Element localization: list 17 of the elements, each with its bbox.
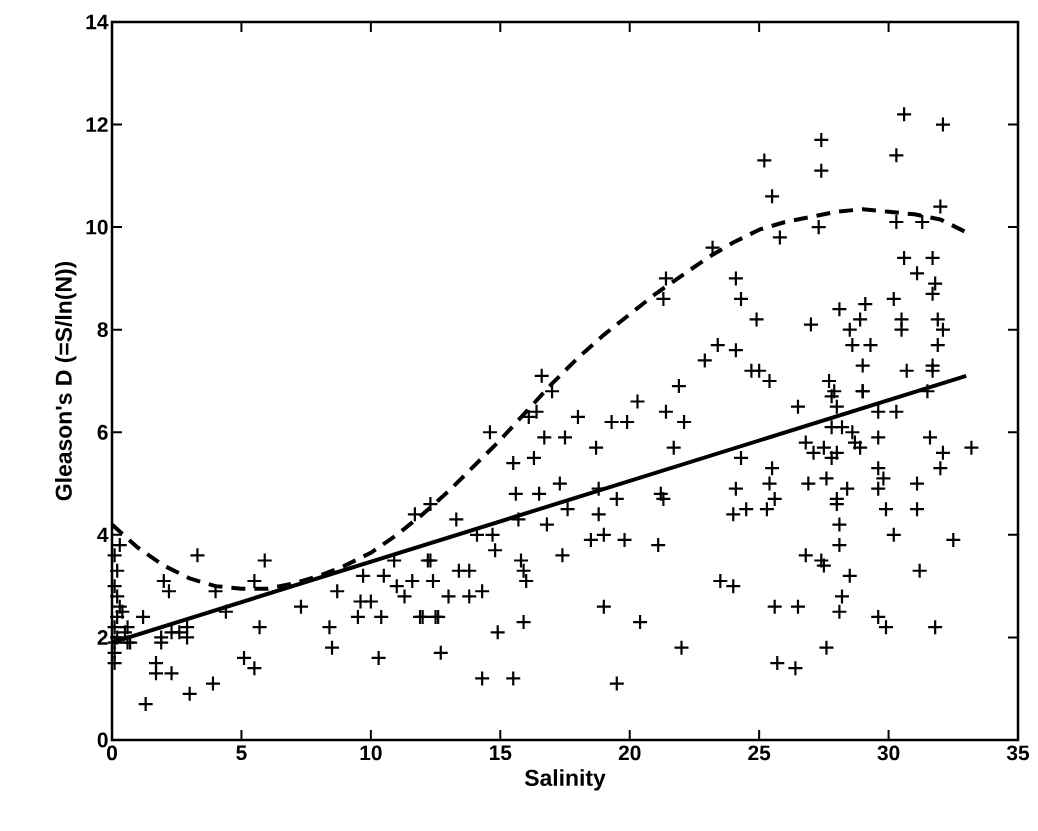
y-tick-label: 8 bbox=[97, 322, 108, 338]
x-tick-label: 20 bbox=[618, 745, 641, 761]
y-tick-label: 12 bbox=[86, 117, 108, 132]
x-tick-label: 35 bbox=[1006, 745, 1030, 761]
y-axis-title: Gleason's D (=S/ln(N)) bbox=[55, 261, 77, 501]
x-axis-title: Salinity bbox=[524, 769, 606, 791]
y-tick-label: 2 bbox=[97, 630, 108, 645]
x-tick-label: 10 bbox=[360, 745, 382, 761]
x-tick-label: 30 bbox=[877, 745, 900, 761]
y-tick-label: 10 bbox=[86, 219, 108, 235]
y-tick-label: 4 bbox=[97, 527, 109, 543]
x-tick-label: 25 bbox=[748, 745, 771, 761]
y-tick-label: 0 bbox=[97, 732, 108, 748]
x-tick-label: 15 bbox=[489, 745, 512, 761]
x-tick-label: 5 bbox=[236, 745, 247, 761]
y-tick-label: 14 bbox=[86, 14, 109, 30]
y-tick-label: 6 bbox=[97, 424, 108, 440]
